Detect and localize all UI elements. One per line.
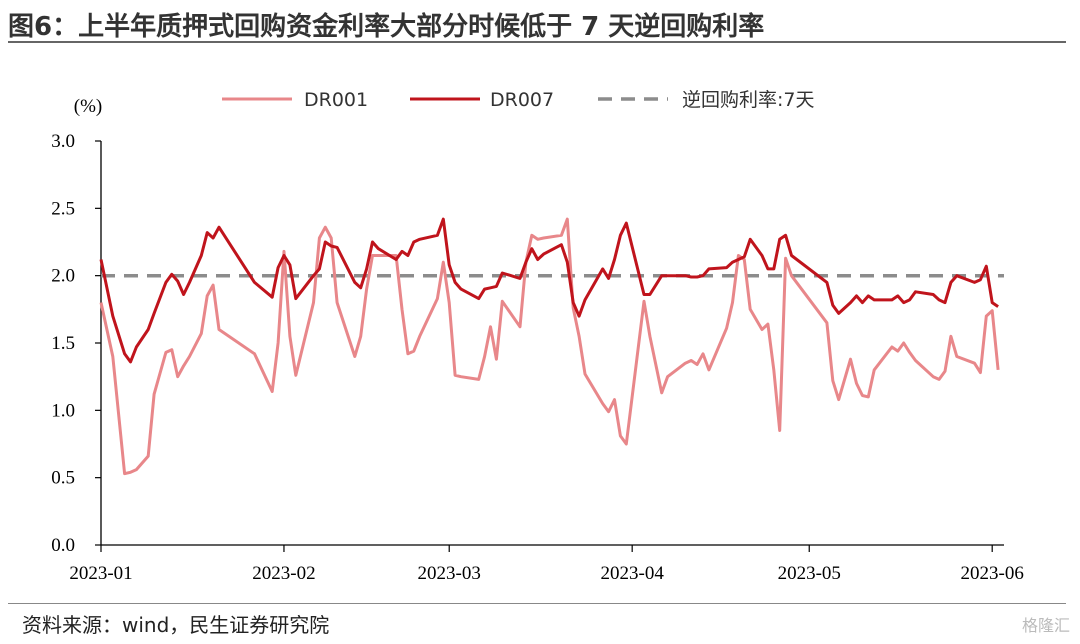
x-tick-label: 2023-05: [778, 563, 841, 584]
title-divider: [8, 41, 1066, 43]
series-line-2: [99, 217, 999, 364]
legend-label-3: 逆回购利率:7天: [682, 89, 815, 111]
y-tick-label: 0.0: [51, 535, 75, 556]
y-tick-label: 3.0: [51, 131, 75, 152]
x-tick-label: 2023-02: [252, 563, 315, 584]
chart: (%) 0.0 0.5 1.0 1.5 2.0 2.5 3.0 2023-01 2023-02 20…: [51, 89, 1024, 584]
y-axis-unit-label: (%): [74, 96, 102, 117]
watermark-logo: 格隆汇: [1021, 616, 1070, 635]
legend-label-2: DR007: [490, 89, 554, 111]
x-tick-label: 2023-03: [418, 563, 481, 584]
page-title: 图6：上半年质押式回购资金利率大部分时候低于 7 天逆回购利率: [8, 12, 765, 42]
y-tick-label: 0.5: [51, 468, 75, 489]
series-line-1: [99, 217, 1000, 476]
x-tick-label: 2023-04: [601, 563, 665, 584]
legend-label-1: DR001: [304, 89, 368, 111]
source-note: 资料来源：wind，民生证券研究院: [22, 613, 330, 637]
y-tick-label: 2.5: [51, 198, 75, 219]
x-tick-label: 2023-01: [69, 563, 132, 584]
y-tick-label: 1.0: [51, 400, 75, 421]
bottom-divider: [8, 603, 1066, 604]
y-tick-label: 1.5: [51, 333, 75, 354]
y-tick-label: 2.0: [51, 266, 75, 287]
x-tick-label: 2023-06: [961, 563, 1024, 584]
